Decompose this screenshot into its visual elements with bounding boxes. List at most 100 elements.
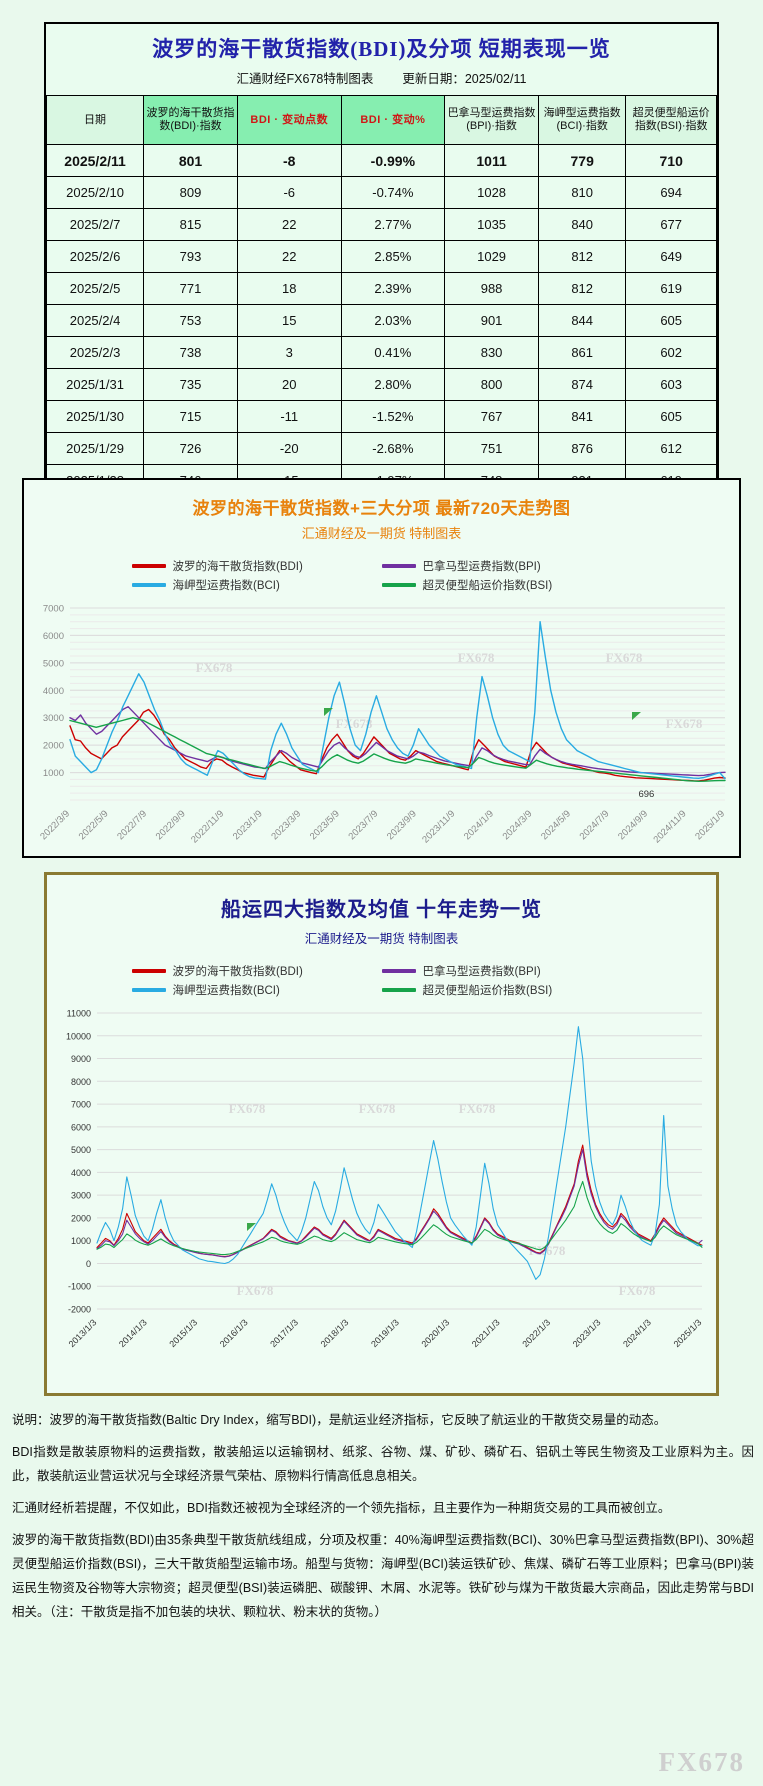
table-row: 2025/2/10 809 -6 -0.74% 1028 810 694	[45, 176, 717, 209]
cell-bdi: 738	[143, 336, 238, 369]
svg-text:2022/1/3: 2022/1/3	[520, 1317, 552, 1349]
cell-bpi: 751	[444, 432, 539, 465]
cell-date: 2025/2/6	[45, 240, 145, 273]
svg-text:2000: 2000	[43, 741, 64, 752]
cell-pts: 22	[236, 240, 342, 273]
cell-pct: -0.99%	[340, 144, 446, 177]
svg-text:2025/1/3: 2025/1/3	[672, 1317, 704, 1349]
cell-pts: 20	[236, 368, 342, 401]
panel1-subtitle-right: 更新日期：2025/02/11	[402, 72, 527, 86]
cell-bpi: 988	[444, 272, 539, 305]
svg-text:2014/1/3: 2014/1/3	[117, 1317, 149, 1349]
svg-text:2024/1/3: 2024/1/3	[621, 1317, 653, 1349]
cell-date: 2025/2/10	[45, 176, 145, 209]
svg-text:2000: 2000	[71, 1213, 91, 1223]
svg-text:FX678: FX678	[666, 716, 703, 731]
th-bdi-points: BDI · 变动点数	[236, 95, 342, 145]
th-bsi: 超灵便型船运价指数(BSI)·指数	[625, 95, 717, 145]
cell-pts: -20	[236, 432, 342, 465]
legend-col-right: 巴拿马型运费指数(BPI) 超灵便型船运价指数(BSI)	[381, 961, 632, 999]
svg-text:-1000: -1000	[68, 1282, 91, 1292]
svg-text:2024/7/9: 2024/7/9	[578, 808, 612, 842]
chart-720d-legend: 波罗的海干散货指数(BDI) 海岬型运费指数(BCI) 巴拿马型运费指数(BPI…	[24, 542, 739, 594]
svg-text:2023/11/9: 2023/11/9	[420, 808, 457, 845]
svg-text:5000: 5000	[71, 1145, 91, 1155]
th-bci: 海岬型运费指数(BCI)·指数	[537, 95, 627, 145]
svg-text:5000: 5000	[43, 658, 64, 669]
cell-bsi: 612	[625, 432, 717, 465]
cell-bsi: 605	[625, 400, 717, 433]
svg-text:2023/5/9: 2023/5/9	[308, 808, 342, 842]
svg-text:2024/9/9: 2024/9/9	[616, 808, 650, 842]
svg-text:2020/1/3: 2020/1/3	[419, 1317, 451, 1349]
chart-10y-subtitle: 汇通财经及一期货 特制图表	[304, 932, 459, 946]
legend-item-bpi: 巴拿马型运费指数(BPI)	[381, 556, 632, 575]
cell-bdi: 793	[143, 240, 238, 273]
cell-pts: -8	[236, 144, 342, 177]
table-row: 2025/2/3 738 3 0.41% 830 861 602	[45, 336, 717, 369]
svg-text:11000: 11000	[67, 1009, 91, 1019]
cell-date: 2025/1/30	[45, 400, 145, 433]
legend-item-bci: 海岬型运费指数(BCI)	[131, 980, 382, 999]
cell-bdi: 809	[143, 176, 238, 209]
svg-text:2022/11/9: 2022/11/9	[189, 808, 226, 845]
footer-line-1: 说明：波罗的海干散货指数(Baltic Dry Index，缩写BDI)，是航运…	[12, 1413, 667, 1427]
svg-text:6000: 6000	[71, 1122, 91, 1132]
svg-text:2023/9/9: 2023/9/9	[385, 808, 419, 842]
cell-pts: -11	[236, 400, 342, 433]
svg-text:FX678: FX678	[336, 716, 373, 731]
cell-bpi: 1028	[444, 176, 539, 209]
svg-text:FX678: FX678	[229, 1101, 266, 1116]
cell-bci: 840	[537, 208, 627, 241]
cell-bpi: 1035	[444, 208, 539, 241]
legend-item-bdi: 波罗的海干散货指数(BDI)	[131, 556, 382, 575]
legend-item-bsi: 超灵便型船运价指数(BSI)	[381, 980, 632, 999]
panel1-title: 波罗的海干散货指数(BDI)及分项 短期表现一览	[152, 37, 611, 61]
cell-bci: 861	[537, 336, 627, 369]
cell-date: 2025/1/29	[45, 432, 145, 465]
legend-label-bdi: 波罗的海干散货指数(BDI)	[172, 560, 303, 573]
cell-date: 2025/2/4	[45, 304, 145, 337]
chart-720d-subtitle: 汇通财经及一期货 特制图表	[301, 526, 462, 541]
svg-text:FX678: FX678	[237, 1283, 274, 1298]
cell-pct: 2.80%	[340, 368, 446, 401]
svg-text:2019/1/3: 2019/1/3	[369, 1317, 401, 1349]
cell-bsi: 603	[625, 368, 717, 401]
cell-bsi: 677	[625, 208, 717, 241]
svg-text:696: 696	[638, 789, 654, 800]
table-row: 2025/1/30 715 -11 -1.52% 767 841 605	[45, 400, 717, 433]
legend-swatch-bci	[131, 582, 166, 587]
footer-explanation: 说明：波罗的海干散货指数(Baltic Dry Index，缩写BDI)，是航运…	[12, 1408, 754, 1632]
cell-bpi: 767	[444, 400, 539, 433]
cell-bsi: 710	[625, 144, 717, 177]
cell-pct: 2.39%	[340, 272, 446, 305]
cell-bci: 844	[537, 304, 627, 337]
cell-bci: 841	[537, 400, 627, 433]
legend-swatch-bpi	[381, 563, 416, 568]
cell-bpi: 800	[444, 368, 539, 401]
bdi-table-body: 2025/2/11 801 -8 -0.99% 1011 779 710 202…	[45, 144, 717, 497]
cell-bci: 810	[537, 176, 627, 209]
legend-swatch-bsi	[381, 987, 416, 992]
cell-bsi: 694	[625, 176, 717, 209]
legend-label-bci: 海岬型运费指数(BCI)	[172, 579, 280, 592]
cell-bpi: 830	[444, 336, 539, 369]
svg-text:2023/1/9: 2023/1/9	[231, 808, 265, 842]
svg-text:FX678: FX678	[529, 1243, 566, 1258]
chart-10y-plot-area: -2000 -1000 0 1000 2000 3000 4000 5000 6000 7000 8…	[47, 1005, 716, 1405]
cell-date: 2025/2/7	[45, 208, 145, 241]
footer-line-3: 汇通财经析若提醒，不仅如此，BDI指数还被视为全球经济的一个领先指标，且主要作为…	[12, 1501, 671, 1515]
table-row: 2025/2/7 815 22 2.77% 1035 840 677	[45, 208, 717, 241]
svg-text:FX678: FX678	[619, 1283, 656, 1298]
table-row: 2025/2/5 771 18 2.39% 988 812 619	[45, 272, 717, 305]
legend-label-bsi: 超灵便型船运价指数(BSI)	[422, 984, 553, 997]
chart-720d-card: 波罗的海干散货指数+三大分项 最新720天走势图 汇通财经及一期货 特制图表 波…	[22, 478, 741, 858]
svg-text:2022/7/9: 2022/7/9	[115, 808, 149, 842]
cell-pct: -0.74%	[340, 176, 446, 209]
legend-col-right: 巴拿马型运费指数(BPI) 超灵便型船运价指数(BSI)	[381, 556, 632, 594]
svg-text:4000: 4000	[71, 1168, 91, 1178]
legend-label-bpi: 巴拿马型运费指数(BPI)	[422, 560, 541, 573]
svg-text:FX678: FX678	[459, 1101, 496, 1116]
legend-item-bci: 海岬型运费指数(BCI)	[131, 575, 382, 594]
cell-pts: 22	[236, 208, 342, 241]
